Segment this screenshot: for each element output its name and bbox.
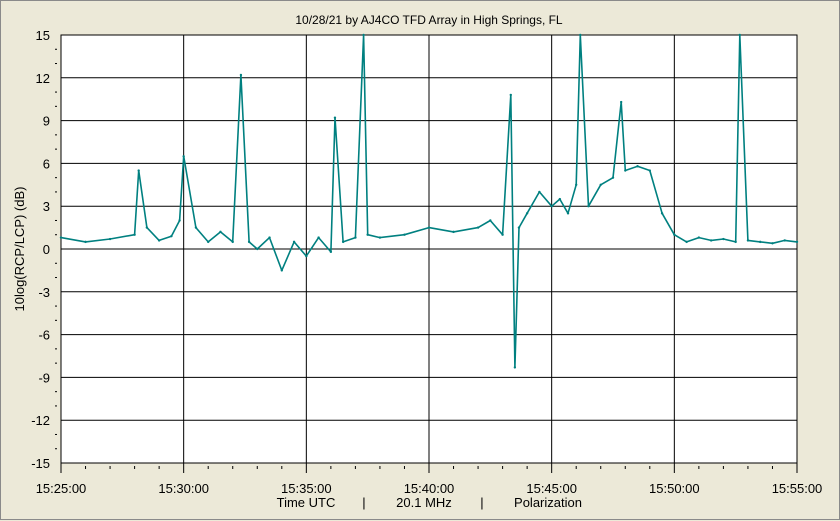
series-point [611,176,615,179]
series-point [452,230,455,234]
series-point [738,33,741,37]
series-point [709,239,713,242]
series-point [624,169,627,172]
x-tick-label: 15:55:00 [772,481,823,496]
series-point [292,240,296,244]
series-point [329,250,333,254]
series-point [587,205,590,208]
series-point [771,242,774,245]
y-tick-label: 12 [36,71,50,86]
series-point [157,239,161,242]
footer-separator: | [362,495,365,510]
y-tick-label: -9 [38,370,50,385]
mode-label: Polarization [514,495,582,510]
series-point [538,190,541,194]
series-point [501,233,504,236]
series-point [525,212,529,215]
y-tick-label: -15 [31,456,50,471]
series-point [734,240,737,244]
y-tick-label: -6 [38,328,50,343]
series-point [333,116,337,119]
series-point [207,240,210,244]
series-point [133,233,136,236]
series-point [513,366,517,369]
series-point [84,240,87,244]
y-tick-label: 0 [43,242,50,257]
x-tick-label: 15:40:00 [404,481,455,496]
series-point [108,237,112,241]
series-point [722,237,725,241]
series-point [170,234,173,238]
series-point [783,239,786,242]
series-point [219,230,222,234]
series-point [685,240,688,244]
x-tick-label: 15:35:00 [281,481,332,496]
series-point [182,155,185,158]
y-tick-label: 9 [43,114,50,129]
series-point [599,183,602,186]
series-point [550,205,553,208]
series-point [341,240,345,244]
x-tick-label: 15:45:00 [526,481,577,496]
series-point [178,219,181,222]
x-tick-label: 15:30:00 [158,481,209,496]
series-point [558,197,562,201]
series-point [489,219,492,222]
series-point [247,240,251,244]
series-point [145,226,149,229]
series-point [697,236,701,239]
series-point [759,240,762,244]
frequency-label: 20.1 MHz [396,495,452,510]
series-point [579,33,582,37]
x-tick-label: 15:50:00 [649,481,700,496]
series-point [280,269,283,272]
footer-separator: | [480,495,483,510]
y-tick-label: 6 [43,156,50,171]
minor-ticks [55,48,798,473]
series-point [239,73,243,77]
series-point [354,236,357,239]
series-point [366,233,369,236]
y-tick-label: 15 [36,28,50,43]
series-point [509,93,512,97]
series-point [619,100,623,104]
series-point [517,226,521,229]
y-tick-label: 3 [43,199,50,214]
series-point [476,226,480,229]
chart-title: 10/28/21 by AJ4CO TFD Array in High Spri… [295,13,563,27]
series-point [673,233,676,236]
series-point [137,169,140,172]
series-point [59,236,63,239]
series-point [636,165,639,168]
y-tick-label: -3 [38,285,50,300]
series-point [795,240,799,244]
series-point [317,236,320,239]
series-point [231,240,234,244]
series-point [746,239,750,242]
series-group [59,33,799,369]
series-point [305,254,308,258]
series-point [378,236,382,239]
series-point [648,169,651,172]
x-axis-label: Time UTC [277,495,336,510]
x-tick-label: 15:25:00 [36,481,87,496]
x-tick-labels: 15:25:00 15:30:00 15:35:00 15:40:00 15:45:00… [36,481,823,496]
y-tick-labels: 15 12 9 6 3 0 -3 -6 -9 -12 -15 [31,28,50,471]
grid-lines [60,34,798,464]
x-axis-footer: Time UTC | 20.1 MHz | Polarization [277,495,582,510]
series-point [256,247,259,251]
series-point [427,226,431,229]
series-point [660,212,664,215]
series-point [362,33,365,37]
series-point [566,212,570,215]
series-point [268,236,271,239]
series-point [403,233,406,236]
series-point [575,183,578,186]
y-tick-label: -12 [31,413,50,428]
y-axis-label: 10log(RCP/LCP) (dB) [12,187,27,312]
series-point [194,226,198,229]
